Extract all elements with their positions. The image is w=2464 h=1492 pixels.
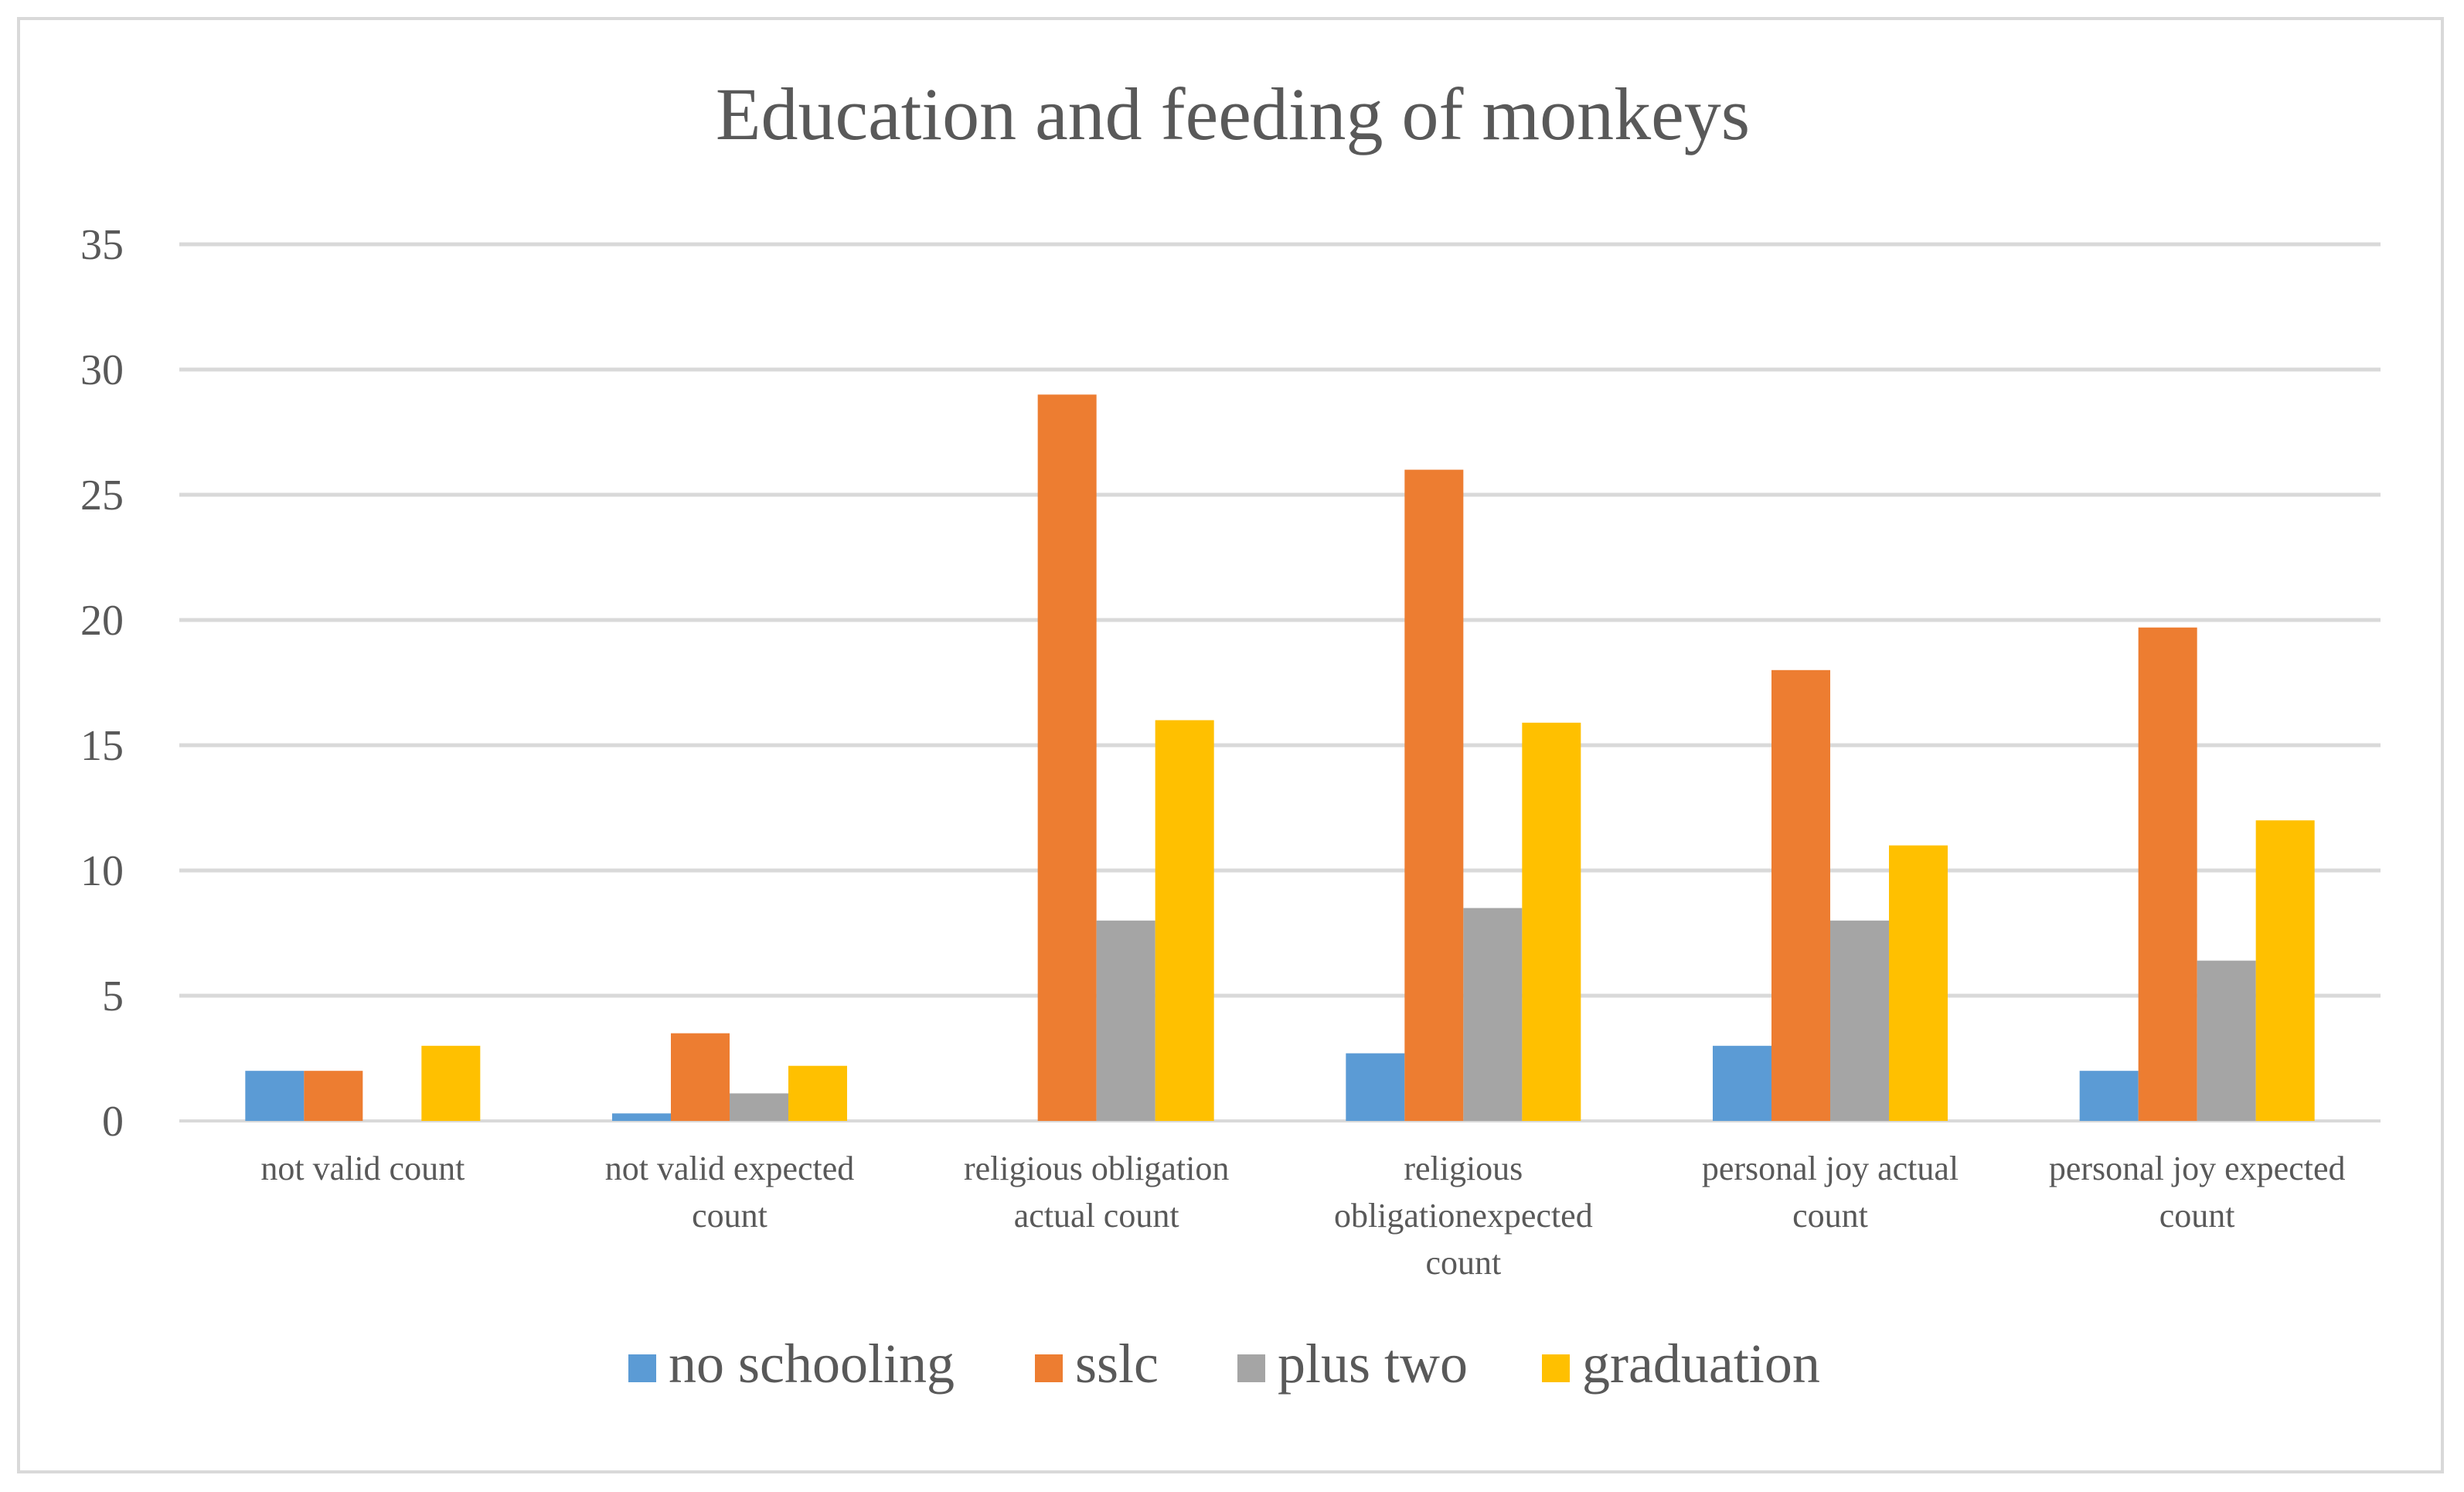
x-tick-label: count	[1425, 1244, 1501, 1282]
legend-label: plus two	[1278, 1333, 1468, 1395]
bar-no-schooling	[1346, 1053, 1405, 1121]
y-tick-label: 10	[80, 847, 124, 895]
bar-graduation	[2255, 820, 2315, 1121]
bar-no-schooling	[2079, 1071, 2139, 1121]
bar-graduation	[421, 1045, 481, 1121]
legend-swatch	[1035, 1354, 1063, 1382]
bar-plus-two	[1096, 920, 1155, 1121]
chart-title: Education and feeding of monkeys	[716, 73, 1750, 155]
legend-swatch	[1542, 1354, 1570, 1382]
bar-graduation	[1522, 722, 1581, 1121]
x-tick-label: not valid count	[260, 1150, 465, 1187]
x-tick-label: count	[2159, 1197, 2235, 1235]
legend-swatch	[628, 1354, 656, 1382]
y-tick-label: 20	[80, 597, 124, 645]
bar-no-schooling	[245, 1071, 305, 1121]
bar-sslc	[1404, 469, 1464, 1121]
bar-plus-two	[1463, 908, 1523, 1121]
x-tick-label: actual count	[1014, 1197, 1179, 1235]
bar-no-schooling	[1713, 1045, 1771, 1121]
legend-label: graduation	[1582, 1333, 1820, 1395]
x-tick-label: obligationexpected	[1334, 1197, 1593, 1235]
bar-plus-two	[1830, 920, 1889, 1121]
x-tick-label: count	[1792, 1197, 1868, 1235]
bar-graduation	[788, 1065, 847, 1121]
bar-plus-two	[730, 1093, 788, 1121]
bar-no-schooling	[612, 1113, 671, 1121]
x-tick-label: religious	[1404, 1150, 1523, 1187]
legend-swatch	[1237, 1354, 1265, 1382]
bar-graduation	[1889, 845, 1948, 1121]
legend-label: no schooling	[669, 1333, 955, 1395]
bar-sslc	[671, 1033, 730, 1121]
bar-sslc	[1037, 394, 1097, 1121]
y-tick-label: 0	[102, 1098, 124, 1146]
x-tick-label: religious obligation	[964, 1150, 1229, 1187]
y-tick-label: 15	[80, 722, 124, 770]
bar-sslc	[1771, 669, 1830, 1121]
bar-sslc	[304, 1071, 363, 1121]
y-tick-label: 35	[80, 221, 124, 269]
x-tick-label: personal joy actual	[1702, 1150, 1959, 1187]
y-tick-label: 25	[80, 472, 124, 519]
y-tick-label: 5	[102, 973, 124, 1020]
x-tick-label: personal joy expected	[2049, 1150, 2346, 1187]
x-tick-label: count	[692, 1197, 767, 1235]
bar-graduation	[1155, 720, 1214, 1121]
legend-label: sslc	[1075, 1333, 1159, 1395]
bar-plus-two	[2197, 960, 2256, 1121]
y-tick-label: 30	[80, 346, 124, 394]
bar-sslc	[2138, 627, 2197, 1121]
x-tick-label: not valid expected	[605, 1150, 855, 1187]
